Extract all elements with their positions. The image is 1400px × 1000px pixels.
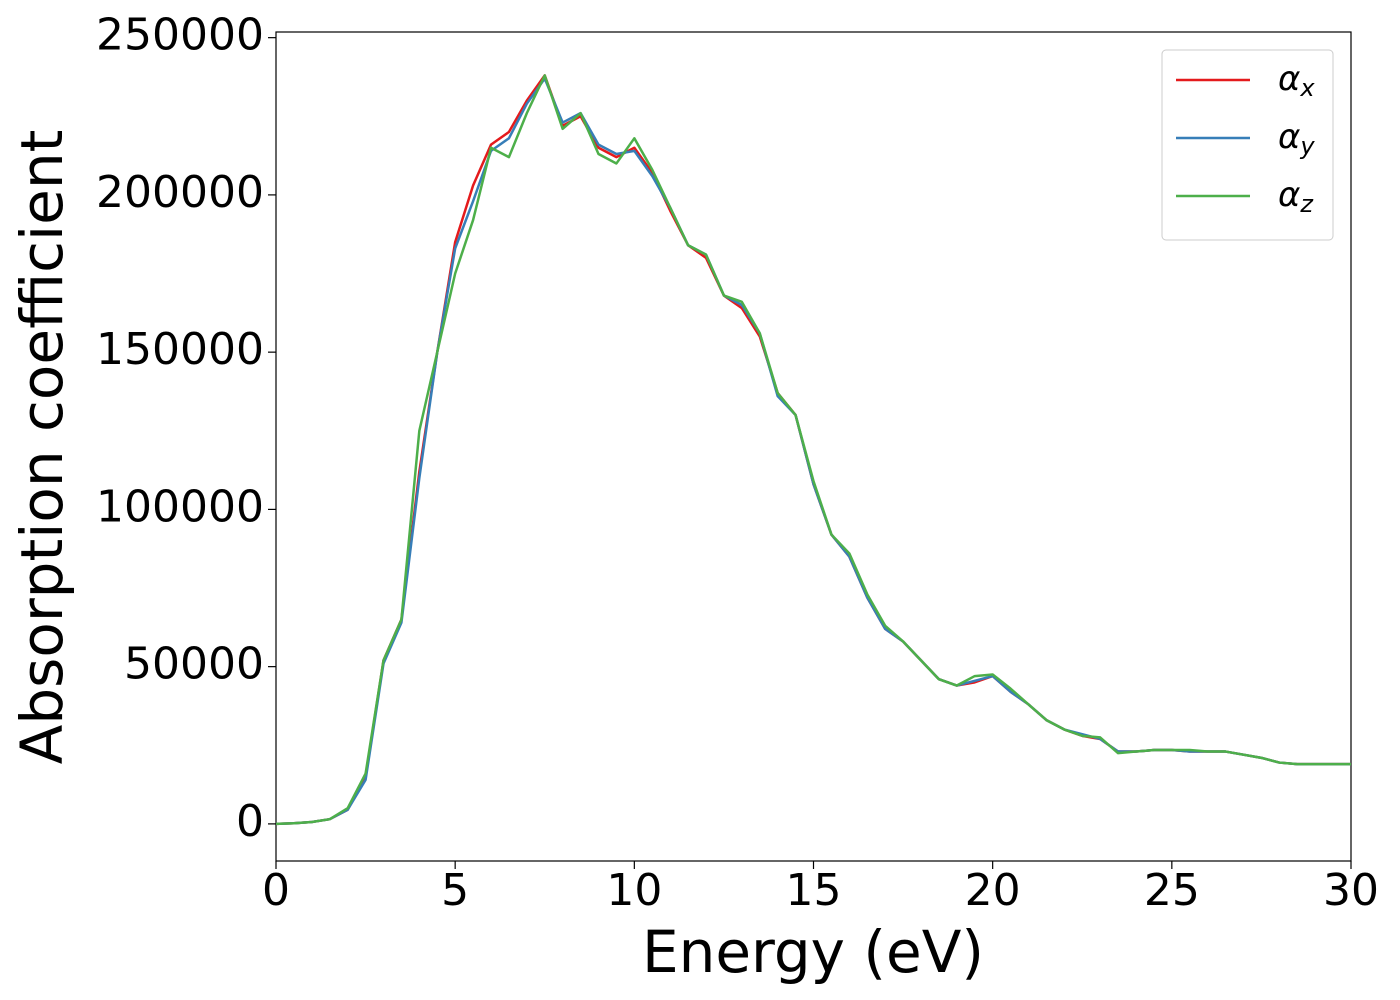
legend-label: αx — [1278, 59, 1315, 103]
legend-box — [1161, 49, 1334, 241]
x-axis-label: Energy (eV) — [642, 918, 984, 986]
x-tick-label: 5 — [441, 865, 469, 916]
y-tick-label: 100000 — [96, 481, 264, 532]
x-tick-label: 20 — [965, 865, 1021, 916]
y-tick-label: 200000 — [96, 167, 264, 218]
x-tick-label: 30 — [1323, 865, 1379, 916]
y-axis-label: Absorption coefficient — [8, 130, 76, 765]
y-tick-label: 250000 — [96, 10, 264, 61]
legend-label: αy — [1278, 117, 1315, 161]
x-tick-label: 10 — [606, 865, 662, 916]
y-tick-label: 50000 — [124, 639, 264, 690]
series-line — [275, 74, 1351, 826]
x-tick-label: 25 — [1144, 865, 1200, 916]
y-tick-label: 0 — [236, 796, 264, 847]
x-tick-label: 0 — [262, 865, 290, 916]
legend-label: αz — [1278, 175, 1314, 219]
x-tick-label: 15 — [786, 865, 842, 916]
y-tick-label: 150000 — [96, 324, 264, 375]
